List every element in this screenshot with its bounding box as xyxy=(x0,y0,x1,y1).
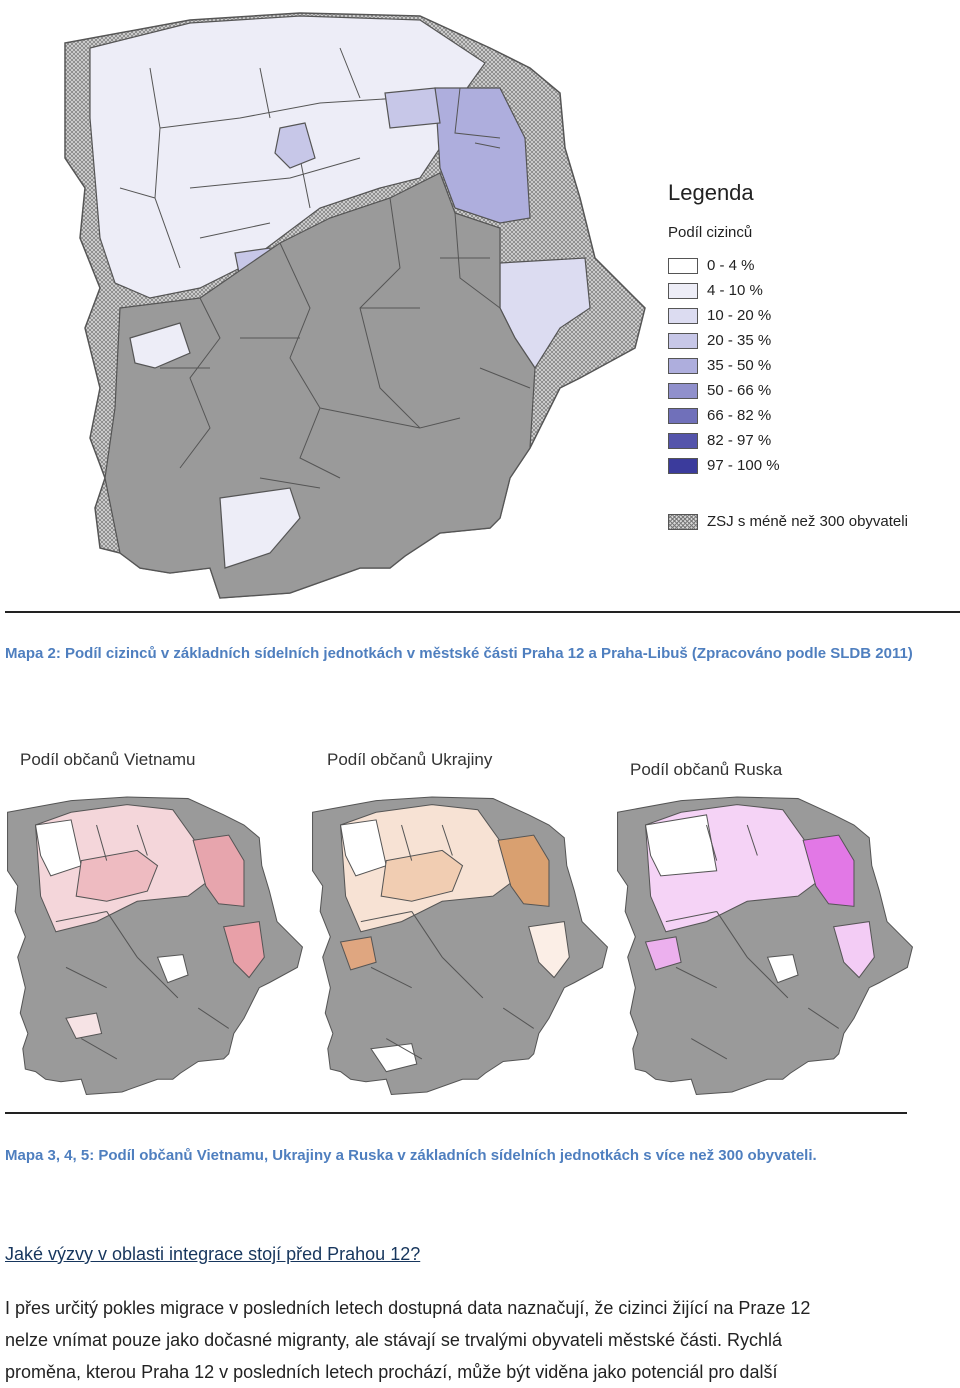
legend-swatch xyxy=(668,407,698,424)
region-patch-2 xyxy=(274,122,316,169)
paragraph-line: nelze vnímat pouze jako dočasné migranty… xyxy=(5,1330,783,1350)
legend-label: 10 - 20 % xyxy=(707,307,772,324)
main-map xyxy=(64,12,646,599)
legend-row: 50 - 66 % xyxy=(668,378,780,403)
legend-row: 66 - 82 % xyxy=(668,403,780,428)
legend-swatch xyxy=(668,457,698,474)
legend-title: Legenda xyxy=(668,180,754,205)
section-heading: Jaké výzvy v oblasti integrace stojí pře… xyxy=(5,1244,421,1264)
legend-swatch xyxy=(668,257,698,274)
legend-row: 4 - 10 % xyxy=(668,278,780,303)
body-paragraph: I přes určitý pokles migrace v posledníc… xyxy=(5,1292,955,1388)
legend-hatched-row: ZSJ s méně než 300 obyvateli xyxy=(668,513,908,530)
paragraph-line: I přes určitý pokles migrace v posledníc… xyxy=(5,1298,811,1318)
map-ukraine xyxy=(312,796,609,1096)
legend-subtitle: Podíl cizinců xyxy=(668,224,753,241)
divider xyxy=(5,1112,907,1114)
region-northeast xyxy=(434,87,531,224)
legend-label: 4 - 10 % xyxy=(707,282,763,299)
map-title-ukraine: Podíl občanů Ukrajiny xyxy=(327,750,493,769)
caption-maps-3-5: Mapa 3, 4, 5: Podíl občanů Vietnamu, Ukr… xyxy=(5,1147,817,1164)
legend-label: 35 - 50 % xyxy=(707,357,772,374)
region-south-light xyxy=(219,487,301,569)
legend-label: 97 - 100 % xyxy=(707,457,780,474)
legend-label: 66 - 82 % xyxy=(707,407,772,424)
map-russia xyxy=(617,796,914,1096)
legend-label: 82 - 97 % xyxy=(707,432,772,449)
legend-swatch xyxy=(668,307,698,324)
legend-swatch xyxy=(668,382,698,399)
map-title-russia: Podíl občanů Ruska xyxy=(630,760,783,779)
legend-swatch xyxy=(668,432,698,449)
paragraph-line: proměna, kterou Praha 12 v posledních le… xyxy=(5,1362,778,1382)
legend-row: 20 - 35 % xyxy=(668,328,780,353)
region-patch-1 xyxy=(384,87,441,129)
map-title-vietnam: Podíl občanů Vietnamu xyxy=(20,750,196,769)
region-south-gray xyxy=(104,172,536,599)
legend-label: 50 - 66 % xyxy=(707,382,772,399)
legend-swatch xyxy=(668,282,698,299)
legend-hatched-swatch xyxy=(668,513,698,530)
legend-classes: 0 - 4 % 4 - 10 % 10 - 20 % 20 - 35 % 35 … xyxy=(668,253,780,478)
divider xyxy=(5,611,960,613)
map-vietnam xyxy=(7,796,304,1096)
legend-swatch xyxy=(668,332,698,349)
legend-swatch xyxy=(668,357,698,374)
legend-row: 97 - 100 % xyxy=(668,453,780,478)
legend-label: 0 - 4 % xyxy=(707,257,755,274)
region-west-light xyxy=(129,322,191,369)
legend-hatched-label: ZSJ s méně než 300 obyvateli xyxy=(707,513,908,530)
legend-row: 10 - 20 % xyxy=(668,303,780,328)
legend-row: 35 - 50 % xyxy=(668,353,780,378)
legend-label: 20 - 35 % xyxy=(707,332,772,349)
legend-row: 0 - 4 % xyxy=(668,253,780,278)
legend-row: 82 - 97 % xyxy=(668,428,780,453)
caption-map-2: Mapa 2: Podíl cizinců v základních sídel… xyxy=(5,645,913,662)
